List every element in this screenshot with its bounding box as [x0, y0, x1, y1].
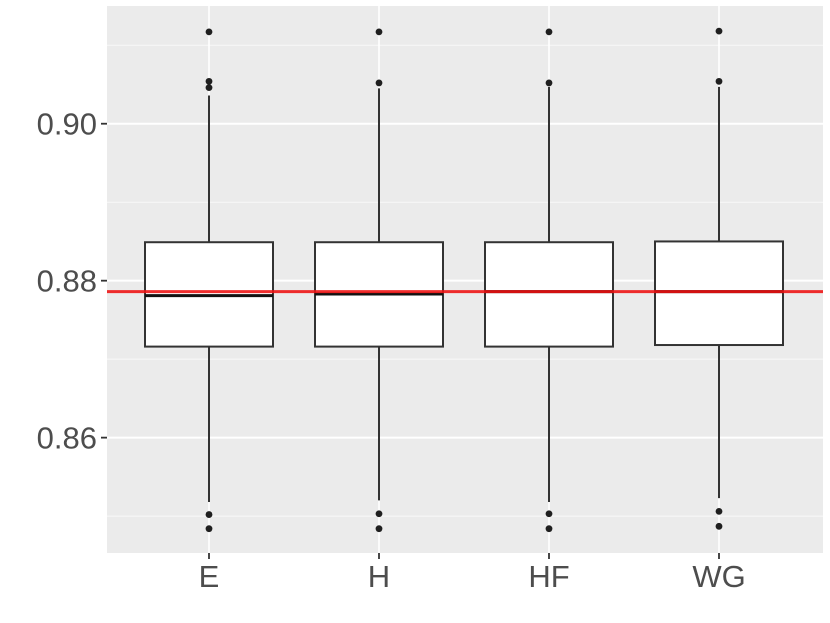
- outlier-dot-E: [205, 28, 213, 36]
- y-tick-label: 0.90: [37, 107, 97, 142]
- x-tick-label-HF: HF: [528, 559, 569, 594]
- outlier-dot-WG: [715, 77, 723, 85]
- x-tick-label-WG: WG: [692, 559, 745, 594]
- y-tick-label: 0.88: [37, 264, 97, 299]
- box-WG: [654, 240, 784, 347]
- outlier-dot-H: [375, 79, 383, 87]
- x-tick-label-H: H: [368, 559, 390, 594]
- outlier-dot-E: [205, 77, 213, 85]
- box-HF: [484, 241, 614, 348]
- x-tick-label-E: E: [199, 559, 220, 594]
- outlier-dot-E: [205, 511, 213, 518]
- y-tick-label: 0.86: [37, 420, 97, 455]
- outlier-dot-H: [375, 28, 383, 36]
- outlier-dot-HF: [545, 79, 553, 87]
- outlier-dot-HF: [545, 28, 553, 36]
- outlier-dot-E: [205, 84, 213, 92]
- outlier-dot-WG: [715, 522, 723, 530]
- outlier-dot-HF: [545, 525, 553, 533]
- outlier-dot-H: [375, 510, 383, 518]
- outlier-dot-WG: [715, 508, 723, 515]
- outlier-dot-H: [375, 525, 383, 533]
- outlier-dot-WG: [715, 27, 723, 35]
- outlier-dot-HF: [545, 510, 553, 518]
- outlier-dot-E: [205, 525, 213, 533]
